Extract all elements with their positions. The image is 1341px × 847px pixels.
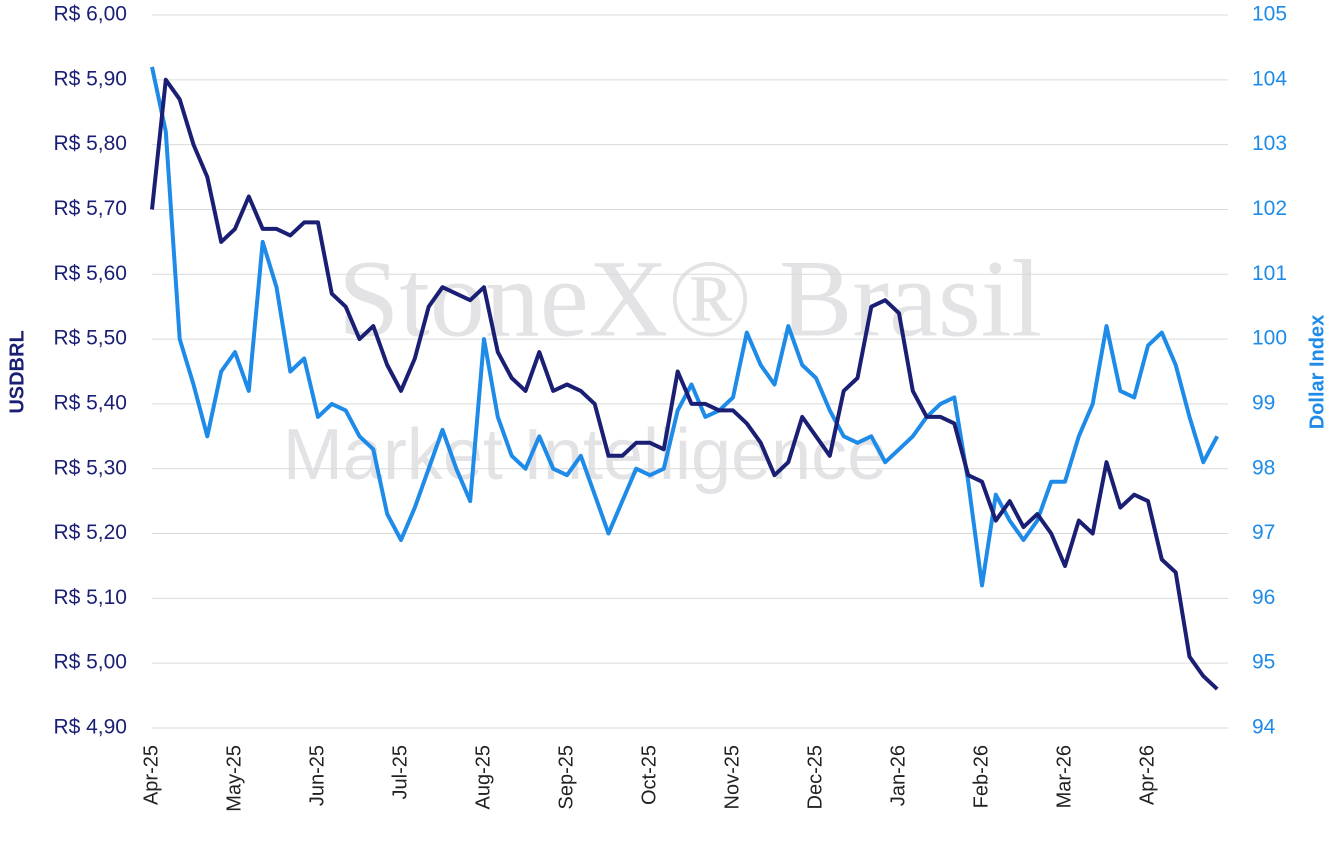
x-tick-label: May-25 [223,745,245,812]
y2-tick-label: 101 [1252,262,1287,285]
y-tick-label: R$ 5,70 [53,197,127,220]
y2-tick-label: 100 [1252,327,1287,350]
y2-tick-label: 94 [1252,716,1276,739]
y-tick-label: R$ 5,00 [53,651,127,674]
y2-tick-label: 99 [1252,391,1275,414]
y-tick-label: R$ 5,60 [53,262,127,285]
watermark-subtitle: Market Intelligence [283,415,887,495]
x-tick-label: Oct-25 [638,745,660,805]
y-tick-label: R$ 5,50 [53,327,127,350]
x-tick-label: Dec-25 [804,745,826,809]
y2-tick-label: 104 [1252,67,1287,90]
y-tick-label: R$ 6,00 [53,3,127,26]
y-tick-label: R$ 5,20 [53,521,127,544]
y2-tick-label: 103 [1252,132,1287,155]
y2-tick-label: 97 [1252,521,1275,544]
y-tick-label: R$ 5,30 [53,456,127,479]
y2-axis-title: Dollar Index [1306,315,1328,429]
y-tick-label: R$ 4,90 [53,716,127,739]
y-tick-label: R$ 5,40 [53,391,127,414]
watermark-title: StoneX® Brasil [338,237,1042,359]
y2-tick-label: 98 [1252,456,1275,479]
x-tick-label: Nov-25 [721,745,743,809]
y2-tick-label: 96 [1252,586,1275,609]
x-tick-label: Jun-25 [306,745,328,806]
y-axis-title: USDBRL [6,330,28,413]
x-tick-label: Jul-25 [389,745,411,799]
y2-tick-label: 102 [1252,197,1287,220]
y2-tick-label: 105 [1252,3,1287,26]
x-tick-label: Apr-26 [1136,745,1158,805]
y2-tick-label: 95 [1252,651,1275,674]
series-line [150,77,1219,691]
x-tick-label: Sep-25 [555,745,577,810]
x-tick-label: Aug-25 [472,745,494,810]
x-tick-label: Apr-25 [140,745,162,805]
y-tick-label: R$ 5,80 [53,132,127,155]
y-tick-label: R$ 5,10 [53,586,127,609]
y-tick-label: R$ 5,90 [53,67,127,90]
x-tick-label: Jan-26 [887,745,909,806]
x-tick-label: Mar-26 [1053,745,1075,808]
x-tick-label: Feb-26 [970,745,992,808]
